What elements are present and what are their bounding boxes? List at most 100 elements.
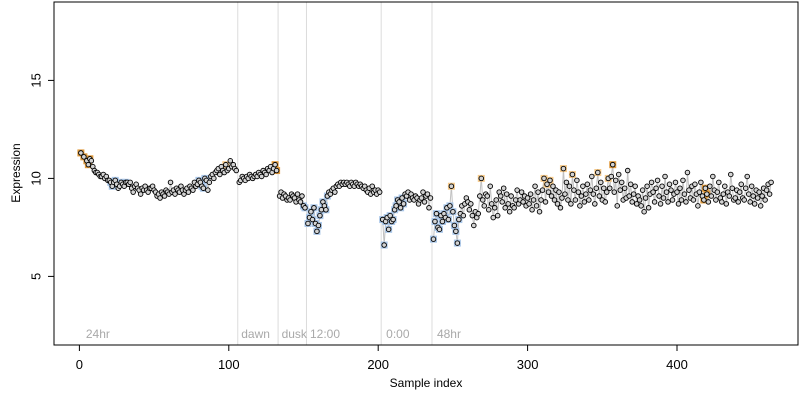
data-point <box>642 195 649 201</box>
data-point <box>614 203 620 209</box>
data-point <box>447 203 453 209</box>
data-point <box>568 201 574 207</box>
data-point <box>421 199 428 205</box>
data-point <box>530 197 537 203</box>
data-point <box>601 185 607 191</box>
data-point <box>497 193 504 199</box>
data-point <box>732 195 739 201</box>
data-point <box>399 195 405 201</box>
data-point <box>650 189 656 195</box>
data-point <box>559 195 565 201</box>
data-point <box>604 189 610 195</box>
series-connector <box>686 172 690 191</box>
data-point <box>741 197 747 203</box>
data-point <box>381 242 387 248</box>
data-point <box>456 216 462 223</box>
data-point <box>430 236 437 242</box>
data-point <box>750 193 756 199</box>
data-point <box>541 175 547 182</box>
data-point <box>612 177 619 184</box>
y-tick-label: 15 <box>29 73 44 87</box>
data-point <box>490 214 496 221</box>
data-point <box>469 212 476 219</box>
data-point <box>577 203 583 209</box>
series-connector <box>565 182 569 201</box>
data-point <box>720 191 727 197</box>
data-point <box>550 183 556 189</box>
data-point <box>556 189 562 195</box>
series-connector <box>680 180 684 200</box>
data-point <box>686 187 692 193</box>
y-axis: 5 10 15 <box>29 73 55 280</box>
data-point <box>332 189 338 195</box>
data-point <box>674 189 680 195</box>
data-point <box>578 193 585 199</box>
phase-label: dusk <box>282 327 308 341</box>
data-point <box>630 191 637 197</box>
data-point <box>130 189 136 195</box>
data-point <box>684 169 691 176</box>
data-point <box>185 189 192 195</box>
data-point <box>763 187 770 193</box>
data-point <box>445 216 452 223</box>
data-point <box>598 179 604 186</box>
data-point <box>624 167 631 174</box>
data-point <box>272 161 278 168</box>
data-point <box>206 179 213 186</box>
data-point <box>615 171 622 178</box>
data-point <box>484 193 491 199</box>
data-point <box>323 207 329 213</box>
series-connector <box>625 170 629 199</box>
data-point <box>719 199 725 205</box>
series-connector <box>746 176 750 195</box>
data-point <box>569 171 576 178</box>
data-point <box>681 191 688 197</box>
data-point <box>672 179 679 186</box>
data-point <box>369 183 375 189</box>
data-point <box>273 167 280 174</box>
data-point <box>167 179 174 186</box>
data-point <box>466 207 473 213</box>
data-point <box>639 187 646 193</box>
data-point <box>488 201 495 207</box>
data-point <box>535 189 541 195</box>
data-point <box>390 216 396 223</box>
data-point <box>629 199 635 205</box>
data-point <box>424 191 431 197</box>
phase-label: dawn <box>241 327 270 341</box>
data-point <box>683 199 689 205</box>
data-point <box>705 199 712 205</box>
data-point <box>745 191 752 197</box>
data-point <box>542 199 549 205</box>
data-point <box>81 154 87 160</box>
data-point <box>575 189 582 195</box>
data-point <box>376 189 383 195</box>
data-point <box>396 199 402 205</box>
data-point <box>309 216 316 223</box>
data-point <box>161 193 168 199</box>
data-point <box>677 185 683 191</box>
data-point <box>433 210 440 217</box>
data-point <box>436 226 443 233</box>
data-point <box>602 199 609 205</box>
series-connector <box>503 188 506 208</box>
data-point <box>587 187 594 193</box>
data-point <box>487 183 493 189</box>
data-point <box>714 189 721 195</box>
y-axis-title: Expression <box>9 143 23 202</box>
data-point <box>690 197 697 203</box>
data-point <box>529 207 535 213</box>
data-point <box>400 201 407 207</box>
phase-label: 12:00 <box>310 327 340 341</box>
data-point <box>710 173 716 180</box>
data-point <box>514 187 520 193</box>
phase-label: 0:00 <box>386 327 410 341</box>
x-axis-title: Sample index <box>390 376 463 390</box>
data-point <box>532 183 538 189</box>
data-point <box>499 199 505 205</box>
data-point <box>678 197 685 203</box>
data-point <box>618 179 625 186</box>
data-point <box>735 199 741 205</box>
data-point <box>547 177 553 184</box>
data-point <box>668 187 674 193</box>
